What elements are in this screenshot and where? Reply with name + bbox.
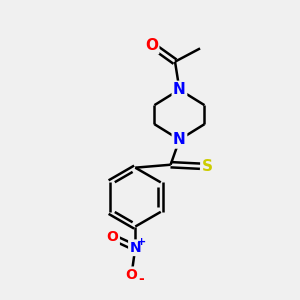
Text: O: O [125, 268, 137, 282]
Text: N: N [130, 241, 141, 255]
Text: O: O [145, 38, 158, 53]
Text: N: N [173, 132, 186, 147]
Text: -: - [138, 272, 144, 286]
Text: O: O [107, 230, 118, 244]
Text: +: + [137, 237, 146, 247]
Text: S: S [202, 159, 213, 174]
Text: N: N [173, 82, 186, 97]
